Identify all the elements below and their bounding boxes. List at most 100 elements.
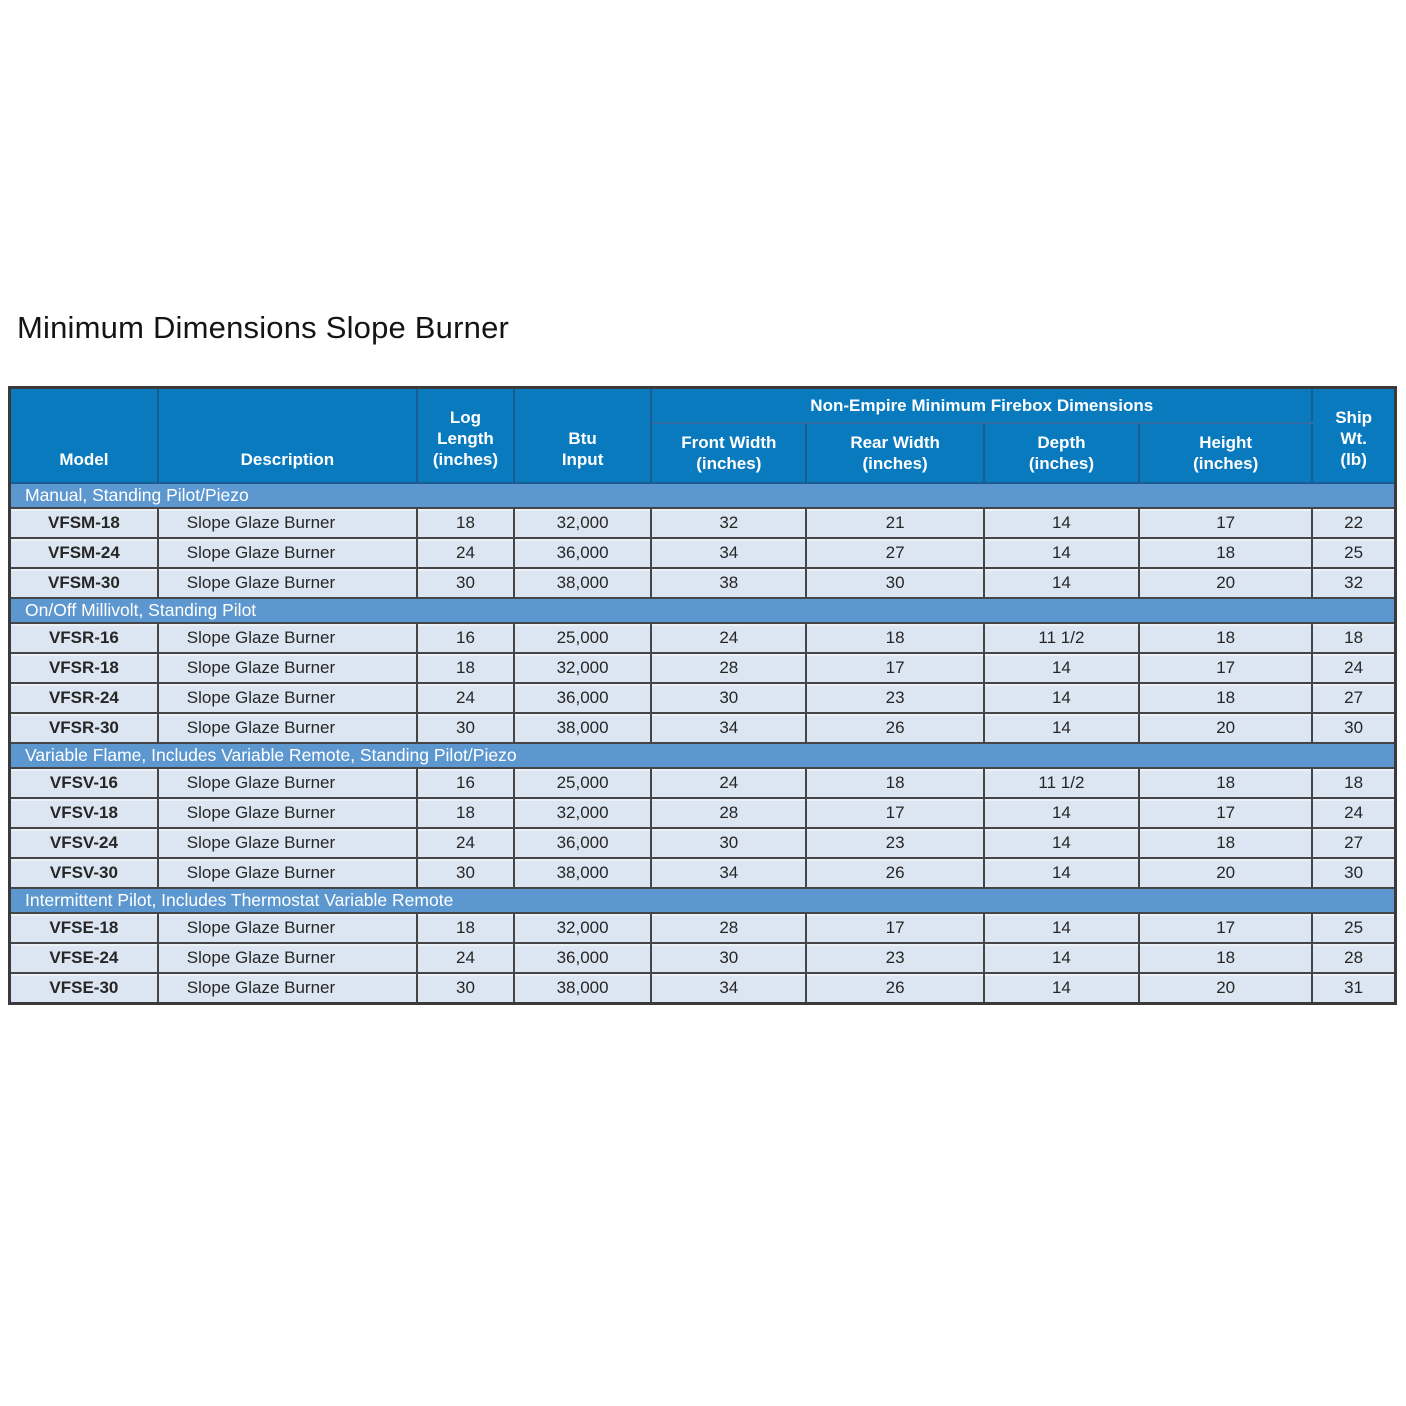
section-row: Manual, Standing Pilot/Piezo <box>8 482 1397 509</box>
value-cell: 28 <box>1311 942 1397 974</box>
model-cell: VFSM-24 <box>8 537 159 569</box>
value-cell: 32,000 <box>512 507 653 539</box>
description-cell: Slope Glaze Burner <box>156 622 418 654</box>
col-header-rear-width: Rear Width (inches) <box>805 422 985 484</box>
value-cell: 21 <box>805 507 985 539</box>
col-header-front-width: Front Width (inches) <box>650 422 808 484</box>
value-cell: 17 <box>1138 912 1314 944</box>
model-cell: VFSR-24 <box>8 682 159 714</box>
model-cell: VFSE-24 <box>8 942 159 974</box>
value-cell: 17 <box>1138 507 1314 539</box>
value-cell: 30 <box>415 857 515 889</box>
value-cell: 24 <box>1311 797 1397 829</box>
value-cell: 28 <box>650 797 808 829</box>
value-cell: 23 <box>805 942 985 974</box>
value-cell: 18 <box>1138 537 1314 569</box>
col-header-depth: Depth (inches) <box>982 422 1141 484</box>
value-cell: 38,000 <box>512 857 653 889</box>
value-cell: 11 1/2 <box>982 622 1141 654</box>
value-cell: 18 <box>1311 622 1397 654</box>
table-row: VFSE-24 Slope Glaze Burner 24 36,000 30 23 14 1… <box>8 942 1397 974</box>
value-cell: 17 <box>1138 652 1314 684</box>
value-cell: 20 <box>1138 567 1314 599</box>
value-cell: 24 <box>415 682 515 714</box>
value-cell: 14 <box>982 537 1141 569</box>
value-cell: 14 <box>982 567 1141 599</box>
table-body: Manual, Standing Pilot/Piezo VFSM-18 Slope… <box>8 482 1397 1005</box>
value-cell: 14 <box>982 797 1141 829</box>
table-row: VFSR-18 Slope Glaze Burner 18 32,000 28 17 14 1… <box>8 652 1397 684</box>
value-cell: 18 <box>805 622 985 654</box>
value-cell: 14 <box>982 507 1141 539</box>
value-cell: 24 <box>650 767 808 799</box>
value-cell: 32 <box>1311 567 1397 599</box>
value-cell: 38,000 <box>512 972 653 1005</box>
value-cell: 11 1/2 <box>982 767 1141 799</box>
value-cell: 14 <box>982 712 1141 744</box>
value-cell: 36,000 <box>512 682 653 714</box>
value-cell: 30 <box>650 942 808 974</box>
value-cell: 18 <box>1311 767 1397 799</box>
value-cell: 34 <box>650 712 808 744</box>
section-row: On/Off Millivolt, Standing Pilot <box>8 597 1397 624</box>
value-cell: 25,000 <box>512 767 653 799</box>
section-title: Intermittent Pilot, Includes Thermostat … <box>8 887 1397 914</box>
value-cell: 18 <box>1138 622 1314 654</box>
value-cell: 14 <box>982 857 1141 889</box>
value-cell: 17 <box>805 652 985 684</box>
value-cell: 18 <box>805 767 985 799</box>
table-row: VFSV-16 Slope Glaze Burner 16 25,000 24 18 11 … <box>8 767 1397 799</box>
model-cell: VFSV-30 <box>8 857 159 889</box>
model-cell: VFSM-30 <box>8 567 159 599</box>
value-cell: 25 <box>1311 912 1397 944</box>
value-cell: 16 <box>415 622 515 654</box>
value-cell: 18 <box>415 797 515 829</box>
value-cell: 38 <box>650 567 808 599</box>
section-row: Intermittent Pilot, Includes Thermostat … <box>8 887 1397 914</box>
value-cell: 18 <box>1138 767 1314 799</box>
value-cell: 20 <box>1138 857 1314 889</box>
value-cell: 24 <box>650 622 808 654</box>
value-cell: 20 <box>1138 712 1314 744</box>
description-cell: Slope Glaze Burner <box>156 972 418 1005</box>
value-cell: 30 <box>1311 857 1397 889</box>
description-cell: Slope Glaze Burner <box>156 767 418 799</box>
value-cell: 27 <box>805 537 985 569</box>
table-row: VFSM-24 Slope Glaze Burner 24 36,000 34 27 14 1… <box>8 537 1397 569</box>
model-cell: VFSE-18 <box>8 912 159 944</box>
description-cell: Slope Glaze Burner <box>156 797 418 829</box>
model-cell: VFSR-18 <box>8 652 159 684</box>
value-cell: 28 <box>650 652 808 684</box>
col-header-height: Height (inches) <box>1138 422 1314 484</box>
value-cell: 30 <box>1311 712 1397 744</box>
table-header: Model Description Log Length (inches) Bt… <box>8 386 1397 484</box>
value-cell: 24 <box>1311 652 1397 684</box>
description-cell: Slope Glaze Burner <box>156 712 418 744</box>
value-cell: 30 <box>650 682 808 714</box>
model-cell: VFSR-16 <box>8 622 159 654</box>
value-cell: 17 <box>1138 797 1314 829</box>
page-title: Minimum Dimensions Slope Burner <box>17 310 510 345</box>
value-cell: 30 <box>415 567 515 599</box>
col-header-log-length: Log Length (inches) <box>415 386 515 484</box>
table-row: VFSR-16 Slope Glaze Burner 16 25,000 24 18 11 … <box>8 622 1397 654</box>
value-cell: 18 <box>415 912 515 944</box>
description-cell: Slope Glaze Burner <box>156 942 418 974</box>
value-cell: 18 <box>1138 827 1314 859</box>
value-cell: 14 <box>982 652 1141 684</box>
table-row: VFSE-18 Slope Glaze Burner 18 32,000 28 17 14 1… <box>8 912 1397 944</box>
value-cell: 30 <box>415 712 515 744</box>
value-cell: 18 <box>415 507 515 539</box>
value-cell: 14 <box>982 827 1141 859</box>
description-cell: Slope Glaze Burner <box>156 912 418 944</box>
value-cell: 34 <box>650 537 808 569</box>
description-cell: Slope Glaze Burner <box>156 827 418 859</box>
value-cell: 16 <box>415 767 515 799</box>
value-cell: 38,000 <box>512 567 653 599</box>
value-cell: 32,000 <box>512 652 653 684</box>
value-cell: 31 <box>1311 972 1397 1005</box>
description-cell: Slope Glaze Burner <box>156 507 418 539</box>
description-cell: Slope Glaze Burner <box>156 682 418 714</box>
value-cell: 26 <box>805 712 985 744</box>
